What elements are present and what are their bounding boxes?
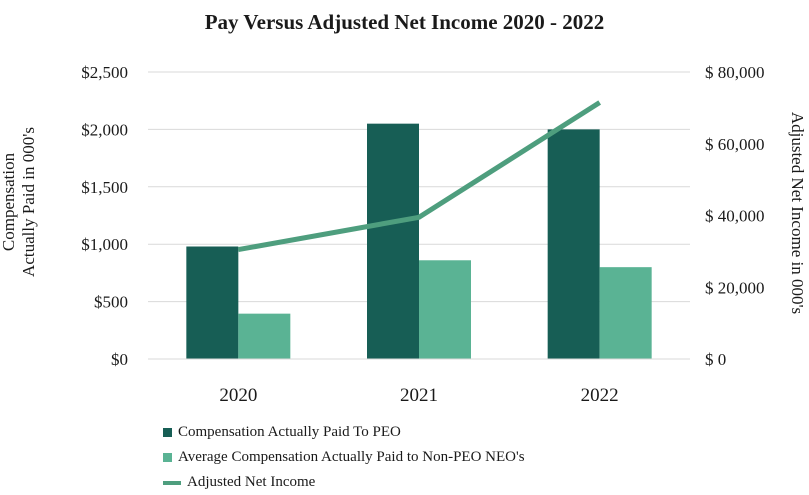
legend-swatch-peo <box>163 428 172 437</box>
y2-tick-label: $ 20,000 <box>705 278 765 297</box>
chart-title: Pay Versus Adjusted Net Income 2020 - 20… <box>204 10 605 34</box>
legend-label-net-income: Adjusted Net Income <box>187 474 316 490</box>
y-tick-label: $2,000 <box>81 120 128 139</box>
bar-non-peo-2021 <box>419 260 471 359</box>
y-tick-label: $2,500 <box>81 63 128 82</box>
bar-peo-2020 <box>186 246 239 359</box>
legend-label-peo: Compensation Actually Paid To PEO <box>178 424 401 440</box>
y-tick-label: $0 <box>111 350 128 369</box>
bar-peo-2021 <box>367 123 419 359</box>
legend-item-non-peo: Average Compensation Actually Paid to No… <box>163 445 525 470</box>
x-tick-label: 2022 <box>581 385 619 406</box>
line-adjusted-net-income <box>237 100 602 253</box>
bar-non-peo-2022 <box>599 267 652 359</box>
y-tick-label: $1,000 <box>81 235 128 254</box>
bar-peo-2022 <box>547 129 600 359</box>
y2-tick-label: $ 0 <box>705 350 726 369</box>
legend-item-net-income: Adjusted Net Income <box>163 470 525 495</box>
y2-tick-label: $ 80,000 <box>705 63 765 82</box>
x-tick-label: 2020 <box>219 385 257 406</box>
legend-item-peo: Compensation Actually Paid To PEO <box>163 420 525 445</box>
legend-swatch-non-peo <box>163 453 172 462</box>
x-tick-label: 2021 <box>400 385 438 406</box>
y-tick-label: $1,500 <box>81 178 128 197</box>
legend: Compensation Actually Paid To PEO Averag… <box>163 420 525 495</box>
y-tick-label: $500 <box>94 293 128 312</box>
y2-tick-label: $ 40,000 <box>705 207 765 226</box>
legend-swatch-net-income <box>163 480 181 485</box>
legend-label-non-peo: Average Compensation Actually Paid to No… <box>178 449 525 465</box>
y2-tick-label: $ 60,000 <box>705 135 765 154</box>
bar-non-peo-2020 <box>238 313 291 359</box>
